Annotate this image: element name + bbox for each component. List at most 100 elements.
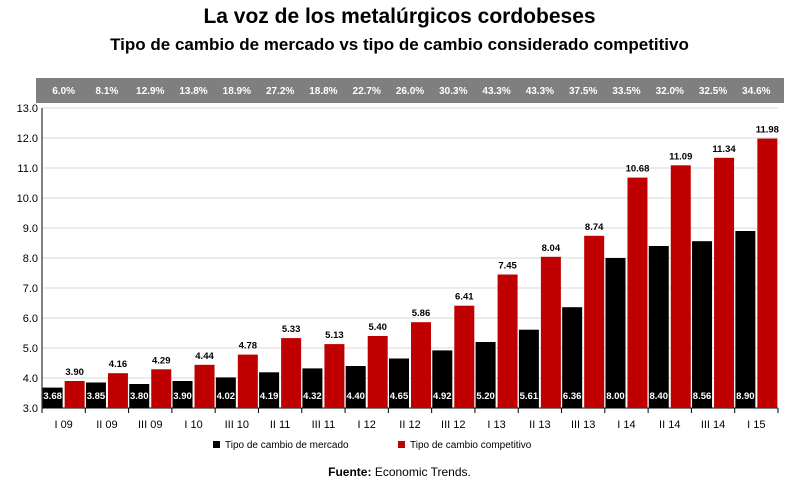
bar-market: [172, 381, 193, 408]
x-tick-label: I 14: [617, 419, 635, 431]
gap-percentage: 26.0%: [396, 86, 424, 97]
bar-market: [345, 366, 366, 408]
bar-competitive: [411, 322, 431, 408]
bar-competitive: [237, 354, 258, 408]
legend-label-market: Tipo de cambio de mercado: [225, 440, 349, 451]
y-tick-label: 7.0: [23, 283, 38, 295]
bar-competitive: [670, 165, 691, 408]
bar-market-label: 8.00: [606, 391, 625, 402]
x-tick-label: III 10: [225, 419, 249, 431]
bar-market: [259, 372, 280, 408]
bar-market-label: 3.68: [43, 391, 62, 402]
bar-competitive-label: 5.86: [412, 308, 431, 319]
x-tick-label: III 09: [138, 419, 162, 431]
bar-market: [432, 350, 453, 408]
bar-competitive: [627, 177, 648, 408]
bar-market-label: 8.90: [736, 391, 755, 402]
x-tick-label: III 11: [312, 419, 336, 431]
source-note: Fuente: Economic Trends.: [0, 465, 799, 479]
bar-competitive: [584, 235, 605, 408]
bar-competitive: [281, 338, 302, 408]
y-tick-label: 3.0: [23, 403, 38, 415]
gap-percentage: 6.0%: [52, 86, 75, 97]
source-text: Economic Trends.: [374, 465, 471, 479]
bar-competitive-label: 11.09: [669, 151, 692, 162]
x-tick-label: III 12: [441, 419, 465, 431]
x-tick-label: III 14: [701, 419, 725, 431]
y-tick-label: 6.0: [23, 313, 38, 325]
bar-competitive-label: 3.90: [65, 367, 84, 378]
bar-competitive-label: 5.13: [325, 330, 344, 341]
percentage-band: [36, 78, 784, 103]
y-tick-label: 11.0: [17, 163, 38, 175]
bar-market-label: 4.32: [303, 391, 322, 402]
bar-market: [692, 241, 713, 408]
bar-competitive: [497, 274, 518, 408]
bar-competitive-label: 4.44: [195, 351, 214, 362]
bar-competitive-label: 7.45: [498, 261, 517, 272]
bar-market: [215, 377, 236, 408]
gap-percentage: 37.5%: [569, 86, 597, 97]
bar-competitive-label: 5.33: [282, 324, 301, 335]
x-tick-label: III 13: [571, 419, 595, 431]
y-tick-label: 12.0: [17, 133, 38, 145]
bar-market: [302, 368, 323, 408]
bar-competitive: [757, 138, 778, 408]
bar-market-label: 8.56: [693, 391, 712, 402]
x-tick-label: II 09: [96, 419, 117, 431]
legend-swatch-market: [213, 441, 220, 448]
bar-market: [42, 387, 63, 408]
y-tick-label: 13.0: [17, 103, 38, 115]
x-tick-label: I 10: [184, 419, 202, 431]
x-tick-label: I 09: [54, 419, 72, 431]
y-tick-label: 9.0: [23, 223, 38, 235]
bar-competitive-label: 11.34: [712, 144, 736, 155]
bar-market: [85, 382, 106, 408]
gap-percentage: 33.5%: [612, 86, 640, 97]
bar-market-label: 3.85: [87, 391, 106, 402]
bar-market: [129, 384, 150, 408]
y-tick-label: 10.0: [17, 193, 38, 205]
y-tick-label: 5.0: [23, 343, 38, 355]
gap-percentage: 22.7%: [353, 86, 381, 97]
bar-competitive: [324, 344, 345, 408]
bar-competitive: [64, 381, 85, 408]
gap-percentage: 34.6%: [742, 86, 770, 97]
gap-percentage: 43.3%: [526, 86, 554, 97]
gap-percentage: 43.3%: [482, 86, 510, 97]
bar-competitive: [454, 305, 475, 408]
bar-competitive-label: 4.29: [152, 355, 171, 366]
bar-competitive-label: 8.04: [542, 243, 561, 254]
bar-market-label: 5.61: [520, 391, 539, 402]
bar-competitive-label: 11.98: [756, 125, 779, 136]
bar-market-label: 8.40: [650, 391, 669, 402]
bar-market-label: 3.90: [173, 391, 192, 402]
bar-market: [648, 246, 669, 408]
bar-competitive: [194, 364, 215, 408]
x-tick-label: II 13: [529, 419, 550, 431]
bar-competitive-label: 6.41: [455, 292, 474, 303]
bar-market: [562, 307, 583, 408]
legend-label-competitive: Tipo de cambio competitivo: [410, 440, 532, 451]
bar-market: [735, 231, 756, 408]
bar-market: [518, 329, 539, 408]
bar-market: [389, 358, 409, 408]
bar-competitive: [540, 256, 561, 408]
bar-market-label: 6.36: [563, 391, 582, 402]
bar-competitive: [107, 373, 128, 408]
gap-percentage: 18.9%: [223, 86, 251, 97]
y-tick-label: 4.0: [23, 373, 38, 385]
bar-market-label: 4.92: [433, 391, 452, 402]
bar-competitive-label: 10.68: [626, 164, 650, 175]
gap-percentage: 8.1%: [96, 86, 119, 97]
gap-percentage: 18.8%: [309, 86, 337, 97]
bar-competitive-label: 4.16: [109, 359, 128, 370]
bar-market-label: 3.80: [130, 391, 149, 402]
bar-competitive-label: 8.74: [585, 222, 604, 233]
gap-percentage: 30.3%: [439, 86, 467, 97]
bar-market-label: 4.02: [217, 391, 236, 402]
bar-market: [605, 258, 626, 408]
bar-competitive-label: 4.78: [239, 341, 258, 352]
chart-subtitle: Tipo de cambio de mercado vs tipo de cam…: [110, 35, 689, 54]
